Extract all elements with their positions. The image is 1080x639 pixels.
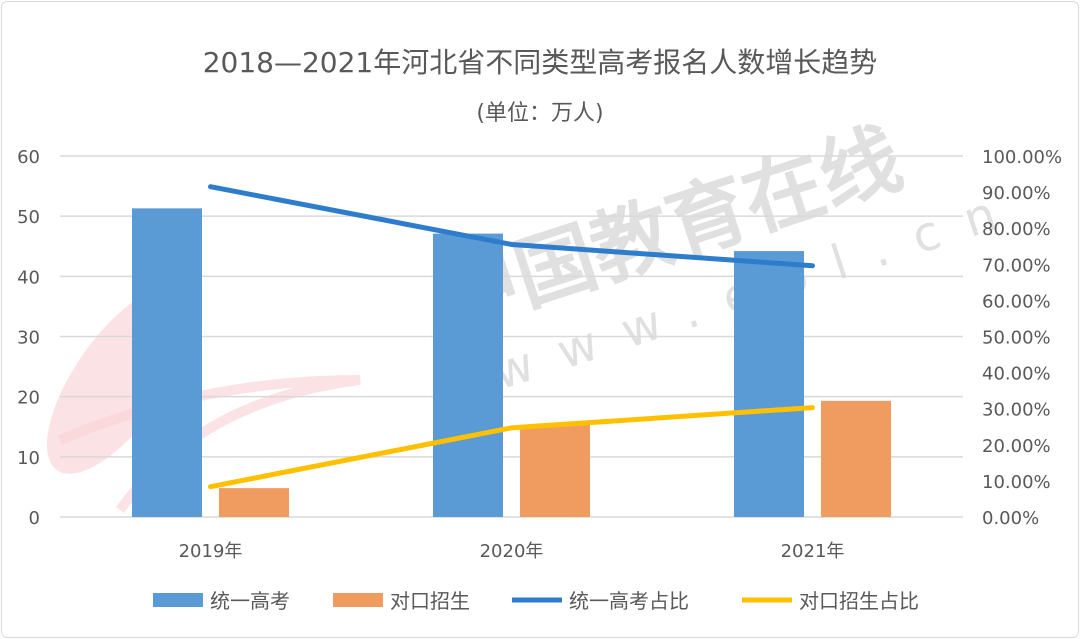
y-tick-label: 0 (29, 508, 40, 529)
y-tick-label: 30 (17, 328, 40, 349)
legend-swatch (153, 593, 203, 607)
bar-duikou (520, 424, 590, 517)
bar-duikou (821, 400, 891, 517)
y-tick-label: 50 (17, 207, 40, 228)
legend-label: 对口招生占比 (799, 589, 919, 613)
y2-tick-label: 90.00% (982, 183, 1051, 204)
chart-subtitle: (单位：万人) (476, 101, 603, 126)
y2-tick-label: 40.00% (982, 364, 1051, 385)
x-tick-label: 2021年 (781, 541, 845, 562)
y-tick-label: 60 (17, 147, 40, 168)
y-tick-label: 20 (17, 388, 40, 409)
y2-tick-label: 0.00% (982, 508, 1039, 529)
line-duikou-ratio (208, 405, 815, 490)
chart-title: 2018—2021年河北省不同类型高考报名人数增长趋势 (203, 46, 878, 79)
y2-tick-label: 80.00% (982, 219, 1051, 240)
y-tick-label: 10 (17, 448, 40, 469)
x-tick-label: 2020年 (480, 541, 544, 562)
bar-tongyi (132, 208, 202, 517)
y2-tick-label: 60.00% (982, 291, 1051, 312)
bar-tongyi (734, 251, 804, 517)
y2-tick-label: 30.00% (982, 400, 1051, 421)
legend-swatch (333, 593, 383, 607)
legend-label: 对口招生 (390, 589, 470, 613)
y2-tick-label: 50.00% (982, 328, 1051, 349)
legend-label: 统一高考 (210, 589, 290, 613)
y2-tick-label: 20.00% (982, 436, 1051, 457)
y2-tick-label: 70.00% (982, 255, 1051, 276)
x-tick-label: 2019年 (179, 541, 243, 562)
y-tick-label: 40 (17, 267, 40, 288)
y2-tick-label: 10.00% (982, 472, 1051, 493)
y2-tick-label: 100.00% (982, 147, 1062, 168)
bar-duikou (219, 488, 289, 517)
legend-label: 统一高考占比 (569, 589, 689, 613)
bar-tongyi (433, 233, 503, 518)
